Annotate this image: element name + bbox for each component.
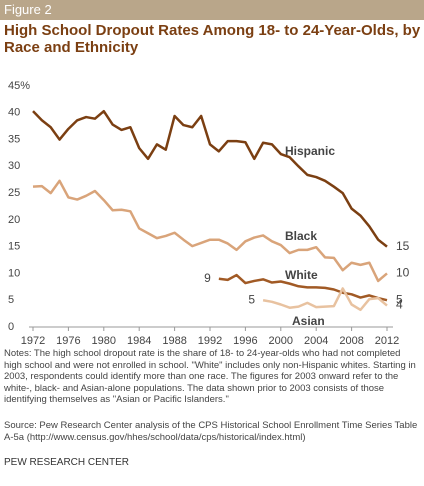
end-label: 15 xyxy=(396,239,410,253)
footer: PEW RESEARCH CENTER xyxy=(4,457,130,468)
figure-label: Figure 2 xyxy=(0,0,424,20)
y-tick-label: 40 xyxy=(8,107,20,119)
series-label: White xyxy=(285,268,318,282)
x-tick-label: 2012 xyxy=(375,335,399,347)
series-line xyxy=(262,287,388,312)
series-label: Hispanic xyxy=(285,144,335,158)
series-line xyxy=(218,273,388,302)
x-tick-label: 2008 xyxy=(339,335,363,347)
chart: 0 5 10 15 20 25 30 35 40 45% 1972 1976 1980 1984 1988 1… xyxy=(8,80,410,347)
end-label: 4 xyxy=(396,298,403,312)
x-tick-label: 2000 xyxy=(269,335,293,347)
y-tick-label: 10 xyxy=(8,267,20,279)
y-tick-label: 35 xyxy=(8,133,20,145)
y-tick-label: 45% xyxy=(8,80,30,92)
y-tick-label: 5 xyxy=(8,294,14,306)
series-line xyxy=(32,109,388,248)
y-tick-label: 20 xyxy=(8,214,20,226)
x-tick-label: 1988 xyxy=(162,335,186,347)
end-label: 5 xyxy=(396,292,403,306)
series-line xyxy=(32,179,388,283)
y-tick-label: 25 xyxy=(8,187,20,199)
chart-title: High School Dropout Rates Among 18- to 2… xyxy=(4,22,421,56)
y-tick-label: 15 xyxy=(8,241,20,253)
start-label: 9 xyxy=(204,271,211,285)
y-tick-label: 30 xyxy=(8,160,20,172)
y-tick-label: 0 xyxy=(8,321,14,333)
series-label: Black xyxy=(285,229,317,243)
end-label: 10 xyxy=(396,266,410,280)
x-tick-label: 1976 xyxy=(56,335,80,347)
x-tick-label: 1984 xyxy=(127,335,151,347)
start-label: 5 xyxy=(248,292,255,306)
series-label: Asian xyxy=(292,314,325,328)
x-tick-label: 1980 xyxy=(92,335,116,347)
x-tick-label: 2004 xyxy=(304,335,328,347)
x-tick-label: 1992 xyxy=(198,335,222,347)
notes: Notes: The high school dropout rate is t… xyxy=(4,348,416,405)
source: Source: Pew Research Center analysis of … xyxy=(4,420,418,443)
x-tick-label: 1996 xyxy=(233,335,257,347)
x-tick-label: 1972 xyxy=(21,335,45,347)
